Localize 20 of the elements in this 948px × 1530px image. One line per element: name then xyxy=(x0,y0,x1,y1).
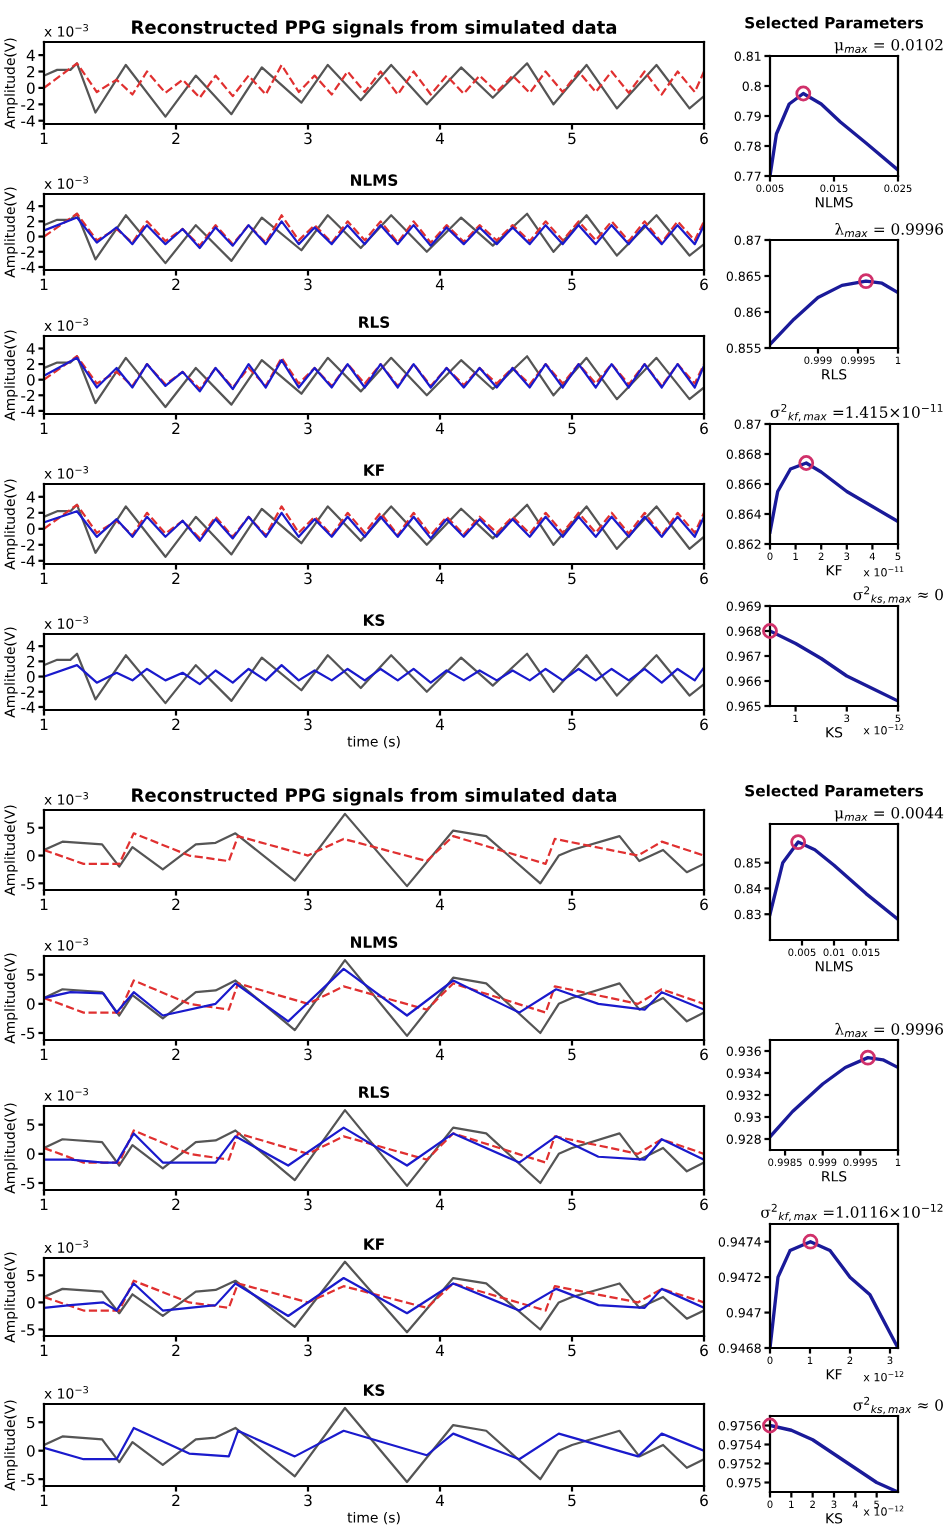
line-series xyxy=(44,967,704,1023)
line-series xyxy=(44,1260,704,1334)
line-series xyxy=(44,664,704,686)
line-series xyxy=(44,503,704,540)
line-series xyxy=(44,1426,704,1461)
line-series xyxy=(44,62,704,118)
line-series xyxy=(44,1108,704,1188)
chart-title: Reconstructed PPG signals from simulated data xyxy=(132,787,617,806)
line-series xyxy=(44,62,704,99)
line-series xyxy=(44,812,704,888)
line-series xyxy=(44,510,704,542)
line-series xyxy=(44,503,704,558)
line-series xyxy=(44,979,704,1014)
line-series xyxy=(44,212,704,265)
line-series xyxy=(44,1406,704,1484)
chart-title: Reconstructed PPG signals from simulated data xyxy=(132,19,617,38)
line-series xyxy=(44,832,704,865)
line-series xyxy=(44,355,704,409)
line-series xyxy=(44,652,704,705)
line-series xyxy=(44,958,704,1038)
